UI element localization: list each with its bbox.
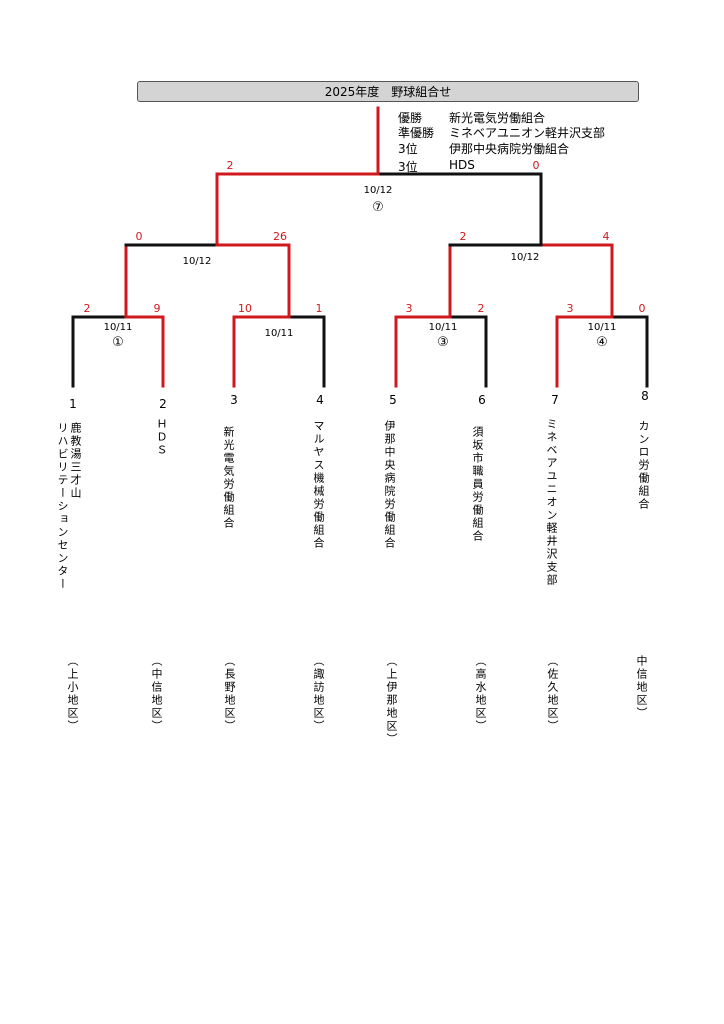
line-team7 <box>555 315 614 388</box>
result-team: HDS <box>449 158 475 172</box>
team-region-3: （長野地区） <box>223 655 236 733</box>
line-team2 <box>124 315 165 388</box>
team-name-6: 須坂市職員労働組合 <box>471 426 484 543</box>
r1-4-score-left: 3 <box>566 302 574 315</box>
result-label: 3位 <box>398 160 418 174</box>
team-region-2: （中信地区） <box>150 655 163 733</box>
team-seed-8: 8 <box>641 389 649 403</box>
result-label: 優勝 <box>398 111 423 125</box>
r1-4-match-number: ④ <box>596 335 608 350</box>
r1-1-score-right: 9 <box>153 302 161 315</box>
team-name-3: 新光電気労働組合 <box>222 426 235 530</box>
team-seed-2: 2 <box>159 397 167 411</box>
team-name-5: 伊那中央病院労働組合 <box>383 420 396 550</box>
sf2-date: 10/12 <box>510 252 540 263</box>
team-seed-1: 1 <box>69 397 77 411</box>
team-seed-6: 6 <box>478 393 486 407</box>
line-team5 <box>394 315 452 388</box>
team-name-2: ＨＤＳ <box>155 418 168 457</box>
line-sf-2-winner <box>376 172 543 247</box>
sf1-score-left: 0 <box>135 230 143 243</box>
r1-1-date: 10/11 <box>103 322 133 333</box>
r1-2-score-left: 10 <box>238 302 252 315</box>
team-region-8: 中信地区） <box>635 655 648 720</box>
final-score-right: 0 <box>532 159 540 172</box>
bracket-title: 2025年度 野球組合せ <box>137 81 639 102</box>
team-name-7: ミネベアユニオン軽井沢支部 <box>545 418 558 587</box>
r1-4-score-right: 0 <box>638 302 646 315</box>
team-region-4: （諏訪地区） <box>312 655 325 733</box>
team-name-4: マルヤス機械労働組合 <box>312 420 325 550</box>
team-seed-7: 7 <box>551 393 559 407</box>
result-team: 伊那中央病院労働組合 <box>449 142 570 156</box>
result-label: 3位 <box>398 142 418 156</box>
team-name-1: 鹿教湯三才山 リハビリテーションセンター <box>56 422 82 591</box>
r1-2-date: 10/11 <box>264 328 294 339</box>
r1-3-score-right: 2 <box>477 302 485 315</box>
line-team6 <box>448 315 488 388</box>
line-team4 <box>287 315 326 388</box>
final-match-number: ⑦ <box>372 200 384 215</box>
sf1-date: 10/12 <box>182 256 212 267</box>
result-team: ミネベアユニオン軽井沢支部 <box>449 126 606 140</box>
r1-4-date: 10/11 <box>587 322 617 333</box>
line-team3 <box>232 315 291 388</box>
r1-3-match-number: ③ <box>437 335 449 350</box>
r1-2-score-right: 1 <box>315 302 323 315</box>
r1-3-date: 10/11 <box>428 322 458 333</box>
line-r1-4-winner <box>539 243 614 319</box>
result-label: 準優勝 <box>398 126 435 140</box>
line-sf-1-winner <box>215 172 380 247</box>
team-seed-4: 4 <box>316 393 324 407</box>
team-region-7: （佐久地区） <box>546 655 559 733</box>
team-region-1: （上小地区） <box>66 655 79 733</box>
r1-3-score-left: 3 <box>405 302 413 315</box>
sf2-score-right: 4 <box>602 230 610 243</box>
line-team8 <box>610 315 649 388</box>
team-region-6: （高水地区） <box>474 655 487 733</box>
team-region-5: （上伊那地区） <box>385 655 398 746</box>
team-name-8: カンロ労働組合 <box>637 420 650 511</box>
r1-1-match-number: ① <box>112 335 124 350</box>
line-team1 <box>71 315 128 388</box>
team-seed-5: 5 <box>389 393 397 407</box>
r1-1-score-left: 2 <box>83 302 91 315</box>
sf1-score-right: 26 <box>273 230 287 243</box>
line-r1-2-winner <box>215 243 291 319</box>
team-seed-3: 3 <box>230 393 238 407</box>
final-date: 10/12 <box>363 185 393 196</box>
sf2-score-left: 2 <box>459 230 467 243</box>
result-team: 新光電気労働組合 <box>449 111 546 125</box>
final-score-left: 2 <box>226 159 234 172</box>
